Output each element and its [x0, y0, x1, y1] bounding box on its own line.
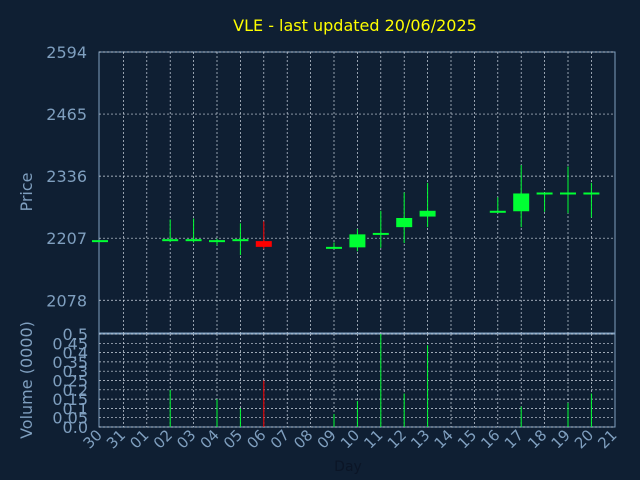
- x-tick-label: 15: [454, 426, 480, 452]
- x-tick-label: 06: [243, 426, 269, 452]
- price-ticks: 2078 2207 2336 2465 2594: [46, 43, 87, 310]
- price-tick-label: 2594: [46, 43, 87, 62]
- price-panel: 2078 2207 2336 2465 2594: [46, 43, 616, 334]
- x-tick-label: 03: [173, 426, 199, 452]
- volume-bars: [169, 334, 592, 427]
- volume-axis-label: Volume (0000): [17, 321, 36, 439]
- candle-body: [349, 234, 366, 248]
- candle-body: [583, 192, 600, 195]
- volume-panel: 0.00.050.10.150.20.250.30.350.40.450.5: [52, 325, 616, 437]
- volume-tick-label: 0.2: [63, 381, 88, 400]
- candle-body: [162, 239, 179, 242]
- x-tick-label: 18: [524, 426, 550, 452]
- volume-tick-label: 0.45: [52, 334, 88, 353]
- candle-body: [232, 239, 249, 242]
- volume-tick-label: 0.05: [52, 409, 88, 428]
- volume-tick-label: 0.3: [63, 362, 88, 381]
- price-tick-label: 2207: [46, 229, 87, 248]
- price-panel-frame: [98, 51, 616, 334]
- candle-body: [372, 232, 389, 235]
- x-tick-label: 13: [407, 426, 433, 452]
- candle-body: [560, 192, 576, 195]
- x-tick-label: 09: [314, 426, 340, 452]
- x-tick-labels: 3031010203040506070809101112131415161718…: [80, 426, 621, 452]
- candle-body: [536, 192, 553, 195]
- candle-body: [419, 210, 436, 217]
- x-tick-label: 01: [126, 426, 152, 452]
- x-tick-label: 05: [220, 426, 246, 452]
- x-tick-label: 08: [290, 426, 316, 452]
- candle-body: [396, 218, 413, 228]
- candle-body: [489, 210, 506, 213]
- x-tick-label: 16: [477, 426, 503, 452]
- x-axis-label: Day: [334, 459, 362, 475]
- volume-tick-label: 0.35: [52, 353, 88, 372]
- candle-body: [209, 240, 225, 243]
- volume-tick-label: 0.5: [63, 325, 88, 344]
- x-tick-label: 12: [384, 426, 410, 452]
- volume-tick-label: 0.0: [63, 418, 88, 437]
- volume-ticks: 0.00.050.10.150.20.250.30.350.40.450.5: [52, 325, 88, 437]
- candle-body: [255, 241, 272, 247]
- x-tick-label: 10: [337, 426, 363, 452]
- x-tick-label: 11: [360, 426, 386, 452]
- x-tick-label: 14: [431, 426, 457, 452]
- price-axis-label: Price: [17, 172, 36, 211]
- x-tick-label: 19: [548, 426, 574, 452]
- volume-tick-label: 0.15: [52, 390, 88, 409]
- candle-body: [326, 246, 342, 249]
- price-tick-label: 2078: [46, 291, 87, 310]
- x-tick-label: 02: [150, 426, 176, 452]
- candle-body: [92, 240, 108, 243]
- candle-body: [185, 239, 202, 242]
- x-tick-label: 20: [571, 426, 597, 452]
- volume-tick-label: 0.1: [63, 399, 88, 418]
- candle-body: [513, 193, 530, 212]
- x-tick-label: 21: [594, 426, 620, 452]
- volume-tick-label: 0.25: [52, 372, 88, 391]
- price-tick-label: 2465: [46, 105, 87, 124]
- volume-tick-label: 0.4: [63, 344, 88, 363]
- chart-title: VLE - last updated 20/06/2025: [233, 16, 477, 35]
- price-tick-label: 2336: [46, 167, 87, 186]
- x-tick-label: 07: [267, 426, 293, 452]
- x-tick-label: 17: [501, 426, 527, 452]
- x-tick-label: 04: [197, 426, 223, 452]
- price-candles: [92, 165, 600, 256]
- x-tick-label: 31: [103, 426, 129, 452]
